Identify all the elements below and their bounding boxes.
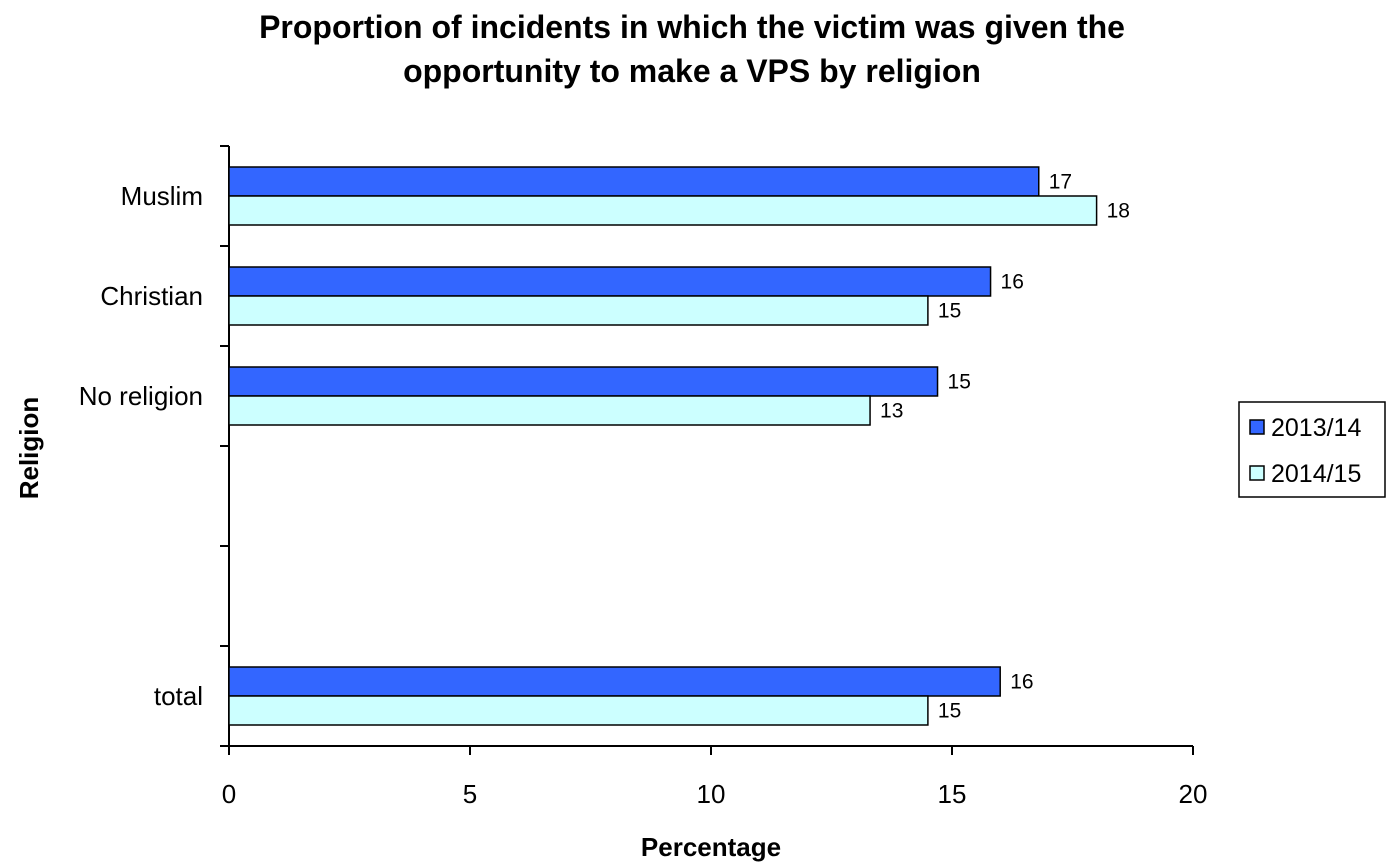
data-label: 15 xyxy=(938,300,961,323)
data-label: 16 xyxy=(1001,271,1024,294)
chart-title-line-1: Proportion of incidents in which the vic… xyxy=(259,9,1125,45)
y-axis-title: Religion xyxy=(14,397,44,500)
legend-box xyxy=(1238,401,1386,498)
data-label: 15 xyxy=(938,700,961,723)
bar xyxy=(228,295,929,326)
data-label: 17 xyxy=(1049,171,1072,194)
legend: 2013/14 2014/15 xyxy=(1238,401,1386,498)
x-tick-label: 0 xyxy=(222,779,236,809)
x-tick-label: 15 xyxy=(938,779,967,809)
y-category-label: total xyxy=(154,681,203,711)
x-tick-label: 10 xyxy=(697,779,726,809)
legend-label: 2014/15 xyxy=(1271,460,1361,488)
data-label: 18 xyxy=(1107,200,1130,223)
legend-swatch xyxy=(1249,465,1265,481)
data-label: 15 xyxy=(948,371,971,394)
data-label: 13 xyxy=(880,400,903,423)
bar xyxy=(228,366,939,397)
data-label: 16 xyxy=(1010,671,1033,694)
plot-area: 0 5 10 15 20 Muslim 17 18 Christian 16 15 No religi… xyxy=(79,145,1208,809)
x-axis-title: Percentage xyxy=(641,832,781,862)
x-tick-label: 20 xyxy=(1179,779,1208,809)
y-category-label: Christian xyxy=(100,281,203,311)
legend-label: 2013/14 xyxy=(1271,414,1361,442)
bar xyxy=(228,166,1040,197)
bar xyxy=(228,266,992,297)
y-category-label: Muslim xyxy=(121,181,203,211)
legend-swatch xyxy=(1249,419,1265,435)
y-category-label: No religion xyxy=(79,381,203,411)
bar xyxy=(228,395,871,426)
chart-title-line-2: opportunity to make a VPS by religion xyxy=(403,53,981,89)
bar xyxy=(228,695,929,726)
x-tick-label: 5 xyxy=(463,779,477,809)
bar xyxy=(228,666,1001,697)
bar xyxy=(228,195,1098,226)
